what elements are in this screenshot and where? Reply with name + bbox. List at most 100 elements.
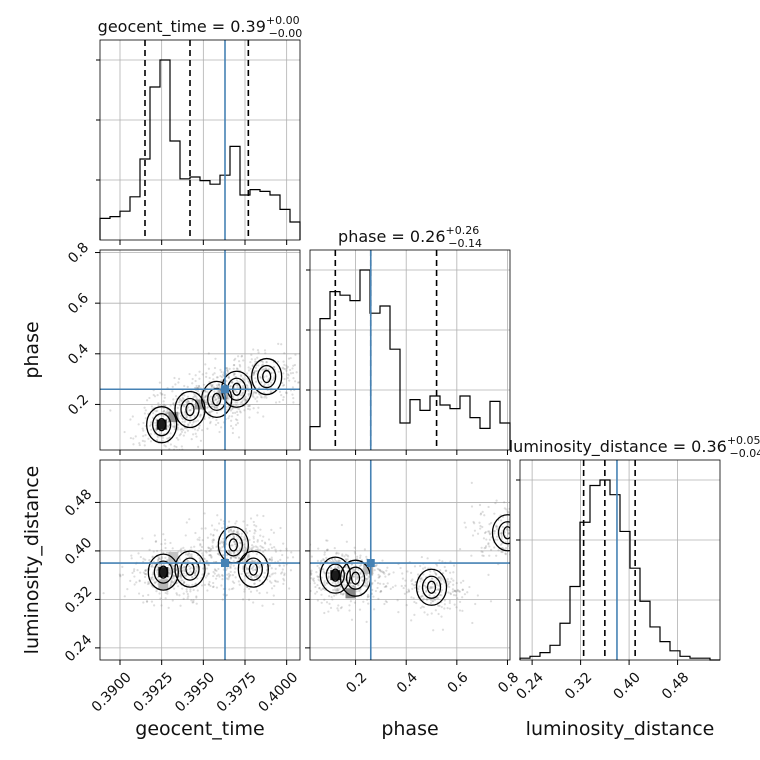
sample-point — [283, 572, 286, 575]
sample-point — [195, 569, 198, 572]
sample-point — [449, 592, 453, 596]
sample-point — [221, 373, 225, 377]
sample-point — [247, 552, 250, 555]
sample-point — [267, 383, 270, 386]
sample-point — [139, 555, 142, 559]
sample-point — [263, 382, 267, 386]
sample-point — [433, 570, 436, 573]
sample-point — [212, 574, 215, 578]
sample-point — [365, 573, 369, 576]
x-tick-label-geocent_time: 0.3950 — [172, 669, 218, 715]
sample-point — [182, 592, 185, 595]
sample-point — [193, 574, 196, 577]
truth-marker — [221, 559, 229, 568]
sample-point — [500, 534, 503, 537]
sample-point — [203, 583, 207, 586]
sample-point — [159, 557, 162, 560]
sample-point — [196, 419, 200, 422]
sample-point — [466, 591, 469, 594]
sample-point — [429, 587, 432, 590]
sample-point — [176, 423, 180, 426]
sample-point — [203, 395, 207, 399]
sample-point — [258, 386, 261, 389]
sample-point — [239, 394, 242, 397]
sample-point — [178, 575, 181, 578]
sample-point — [144, 434, 147, 437]
sample-point — [229, 385, 232, 388]
sample-point — [443, 599, 446, 602]
sample-point — [202, 567, 205, 570]
sample-point — [514, 541, 516, 543]
sample-point — [544, 531, 546, 533]
sample-point — [272, 602, 275, 606]
sample-point — [244, 559, 247, 562]
sample-point — [252, 407, 255, 410]
sample-point — [189, 566, 193, 569]
panel-frame — [309, 249, 511, 451]
sample-point — [429, 601, 433, 604]
sample-point — [226, 369, 229, 372]
sample-point — [132, 437, 135, 440]
sample-point — [473, 522, 476, 525]
sample-point — [146, 582, 150, 586]
truth-marker — [221, 385, 229, 394]
sample-point — [268, 558, 271, 561]
sample-point — [364, 579, 367, 582]
sample-point — [386, 582, 389, 585]
sample-point — [455, 581, 458, 585]
sample-point — [367, 602, 370, 605]
sample-point — [263, 571, 266, 574]
sample-point — [494, 502, 497, 505]
sample-point — [377, 573, 380, 576]
sample-point — [154, 581, 157, 585]
sample-point — [228, 551, 231, 554]
sample-point — [474, 602, 477, 606]
contour-line — [319, 556, 351, 594]
density-bin — [195, 399, 205, 410]
sample-point — [288, 587, 291, 590]
sample-point — [291, 386, 295, 389]
sample-point — [189, 590, 192, 593]
sample-point — [413, 613, 416, 616]
sample-point — [413, 586, 416, 589]
sample-point — [184, 534, 187, 537]
sample-point — [191, 407, 194, 410]
sample-point — [188, 421, 191, 424]
sample-point — [426, 613, 429, 616]
sample-point — [511, 504, 513, 506]
x-tick-label-phase: 0.4 — [394, 669, 421, 696]
sample-point — [468, 585, 471, 589]
sample-point — [217, 383, 220, 387]
sample-point — [488, 533, 492, 536]
sample-point — [180, 577, 183, 580]
sample-point — [143, 444, 146, 447]
sample-point — [149, 433, 152, 436]
sample-point — [134, 435, 137, 438]
sample-point — [378, 569, 382, 572]
sample-point — [431, 586, 434, 589]
sample-point — [186, 592, 189, 596]
sample-point — [197, 384, 201, 388]
sample-point — [225, 379, 228, 383]
sample-point — [228, 574, 231, 578]
sample-point — [233, 542, 237, 546]
sample-point — [190, 554, 193, 557]
sample-point — [316, 564, 319, 568]
sample-point — [232, 529, 236, 532]
sample-point — [484, 545, 488, 548]
sample-point — [306, 577, 308, 579]
contour-line — [153, 560, 173, 584]
sample-point — [164, 597, 167, 600]
sample-point — [238, 363, 241, 367]
sample-point — [410, 571, 413, 574]
sample-point — [168, 585, 172, 588]
sample-point — [155, 549, 159, 553]
sample-point — [525, 528, 527, 530]
sample-point — [500, 532, 503, 535]
sample-point — [326, 582, 329, 585]
sample-point — [270, 581, 273, 584]
sample-point — [265, 591, 269, 594]
sample-point — [453, 589, 456, 592]
contour-line — [491, 514, 510, 552]
